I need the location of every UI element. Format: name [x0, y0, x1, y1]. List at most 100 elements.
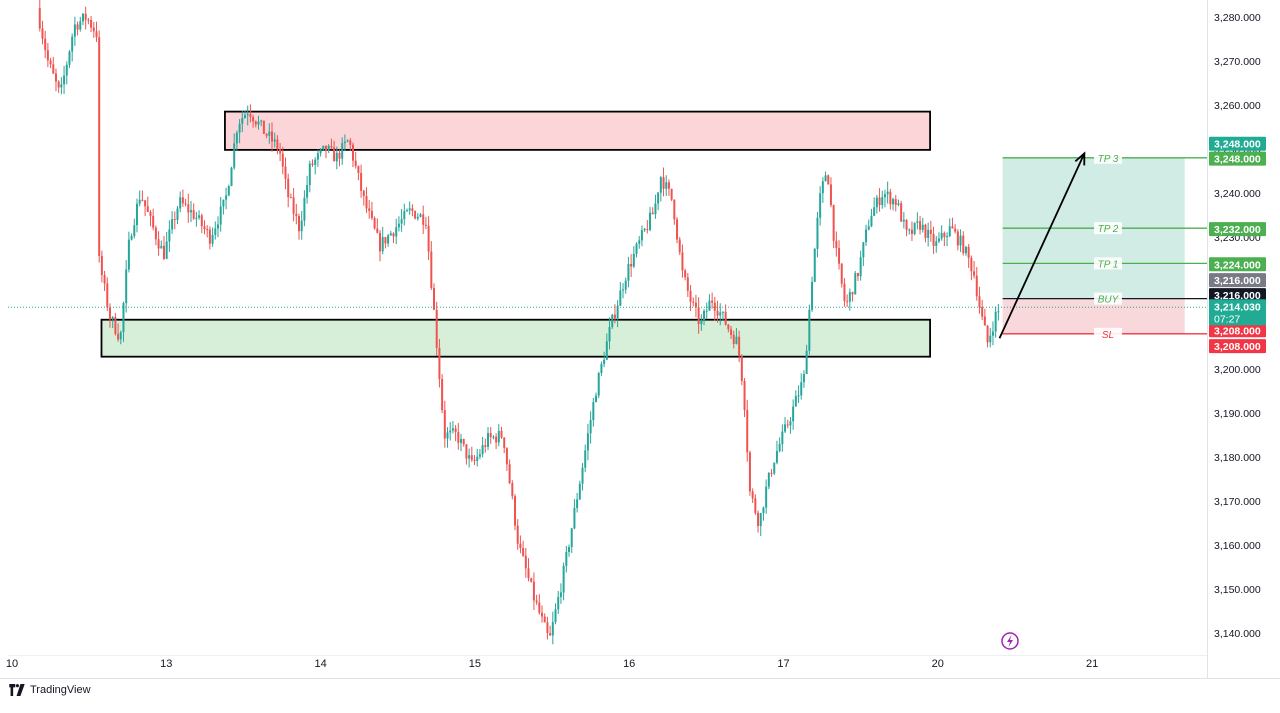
- candle-body: [848, 292, 851, 302]
- candle-body: [665, 182, 668, 189]
- candle-body: [171, 219, 174, 230]
- candle-body: [581, 467, 584, 484]
- candle-body: [843, 283, 846, 302]
- candle-body: [65, 64, 68, 76]
- candles: [38, 0, 1000, 645]
- candle-body: [862, 242, 865, 258]
- y-tick-label: 3,260.000: [1214, 100, 1261, 112]
- candle-body: [546, 622, 549, 633]
- candle-body: [87, 19, 90, 21]
- candle-body: [989, 335, 992, 343]
- candle-body: [865, 229, 868, 243]
- candle-body: [559, 592, 562, 597]
- level-label-sl: SL: [1102, 330, 1114, 341]
- candle-body: [349, 140, 352, 145]
- x-tick-label: 21: [1086, 658, 1098, 670]
- candle-body: [646, 228, 649, 230]
- candle-body: [214, 228, 217, 236]
- candle-body: [551, 622, 554, 636]
- candle-body: [406, 210, 409, 212]
- candle-body: [643, 228, 646, 231]
- candle-body: [983, 316, 986, 326]
- candle-body: [735, 336, 738, 344]
- candle-body: [773, 462, 776, 474]
- candle-body: [678, 239, 681, 253]
- candle-body: [63, 75, 66, 85]
- candle-body: [260, 120, 263, 122]
- candle-body: [959, 235, 962, 246]
- price-tag: [1209, 136, 1266, 151]
- candle-body: [73, 24, 76, 37]
- candle-body: [216, 224, 219, 229]
- candle-body: [222, 199, 225, 207]
- candle-body: [719, 312, 722, 316]
- candle-body: [549, 632, 552, 636]
- candle-body: [792, 406, 795, 422]
- candle-body: [632, 253, 635, 267]
- candle-body: [422, 214, 425, 225]
- candle-body: [368, 208, 371, 211]
- candle-body: [935, 241, 938, 246]
- y-tick-label: 3,160.000: [1214, 540, 1261, 552]
- candle-body: [135, 203, 138, 226]
- candle-body: [387, 235, 390, 244]
- level-label-bg-tp3: [1094, 151, 1122, 164]
- demand-zone: [100, 318, 931, 358]
- candle-body: [362, 190, 365, 196]
- candle-body: [697, 307, 700, 325]
- candle-body: [154, 227, 157, 240]
- candle-body: [816, 217, 819, 249]
- candle-body: [908, 229, 911, 231]
- price-tag: [1209, 288, 1266, 303]
- candle-body: [468, 455, 471, 459]
- candle-body: [373, 218, 376, 229]
- candle-body: [727, 324, 730, 330]
- candle-body: [541, 612, 544, 617]
- supply-zone: [224, 110, 931, 151]
- candle-body: [384, 237, 387, 244]
- candle-body: [257, 121, 260, 125]
- price-tag-label: 3,216.000: [1214, 290, 1261, 302]
- candle-body: [81, 13, 84, 22]
- candle-body: [192, 210, 195, 219]
- candle-body: [130, 236, 133, 240]
- candle-body: [813, 248, 816, 282]
- position-risk-area: [1002, 298, 1185, 334]
- candle-body: [246, 114, 249, 116]
- candle-body: [338, 152, 341, 159]
- candle-body: [487, 433, 490, 447]
- candle-body: [600, 363, 603, 374]
- candle-body: [103, 275, 106, 284]
- y-tick-label: 3,240.000: [1214, 188, 1261, 200]
- candle-body: [341, 143, 344, 159]
- candle-body: [508, 464, 511, 484]
- candle-body: [211, 235, 214, 244]
- tradingview-logo-icon: [9, 684, 25, 696]
- candle-body: [365, 195, 368, 209]
- candle-body: [762, 507, 765, 514]
- candle-body: [233, 143, 236, 168]
- candle-body: [370, 210, 373, 219]
- candle-body: [352, 144, 355, 161]
- candle-body: [883, 194, 886, 198]
- candle-body: [460, 439, 463, 443]
- candle-body: [314, 159, 317, 165]
- candle-body: [276, 139, 279, 149]
- candle-body: [98, 37, 101, 256]
- level-label-bg-tp2: [1094, 222, 1122, 235]
- candle-body: [492, 436, 495, 438]
- candle-body: [168, 229, 171, 242]
- candle-body: [543, 616, 546, 623]
- y-tick-label: 3,190.000: [1214, 408, 1261, 420]
- candle-body: [622, 289, 625, 291]
- candle-body: [743, 381, 746, 411]
- candle-body: [746, 410, 749, 453]
- candle-body: [937, 238, 940, 242]
- candle-body: [292, 197, 295, 214]
- candle-body: [381, 237, 384, 252]
- candle-body: [630, 263, 633, 267]
- candle-body: [181, 197, 184, 204]
- candle-body: [619, 290, 622, 306]
